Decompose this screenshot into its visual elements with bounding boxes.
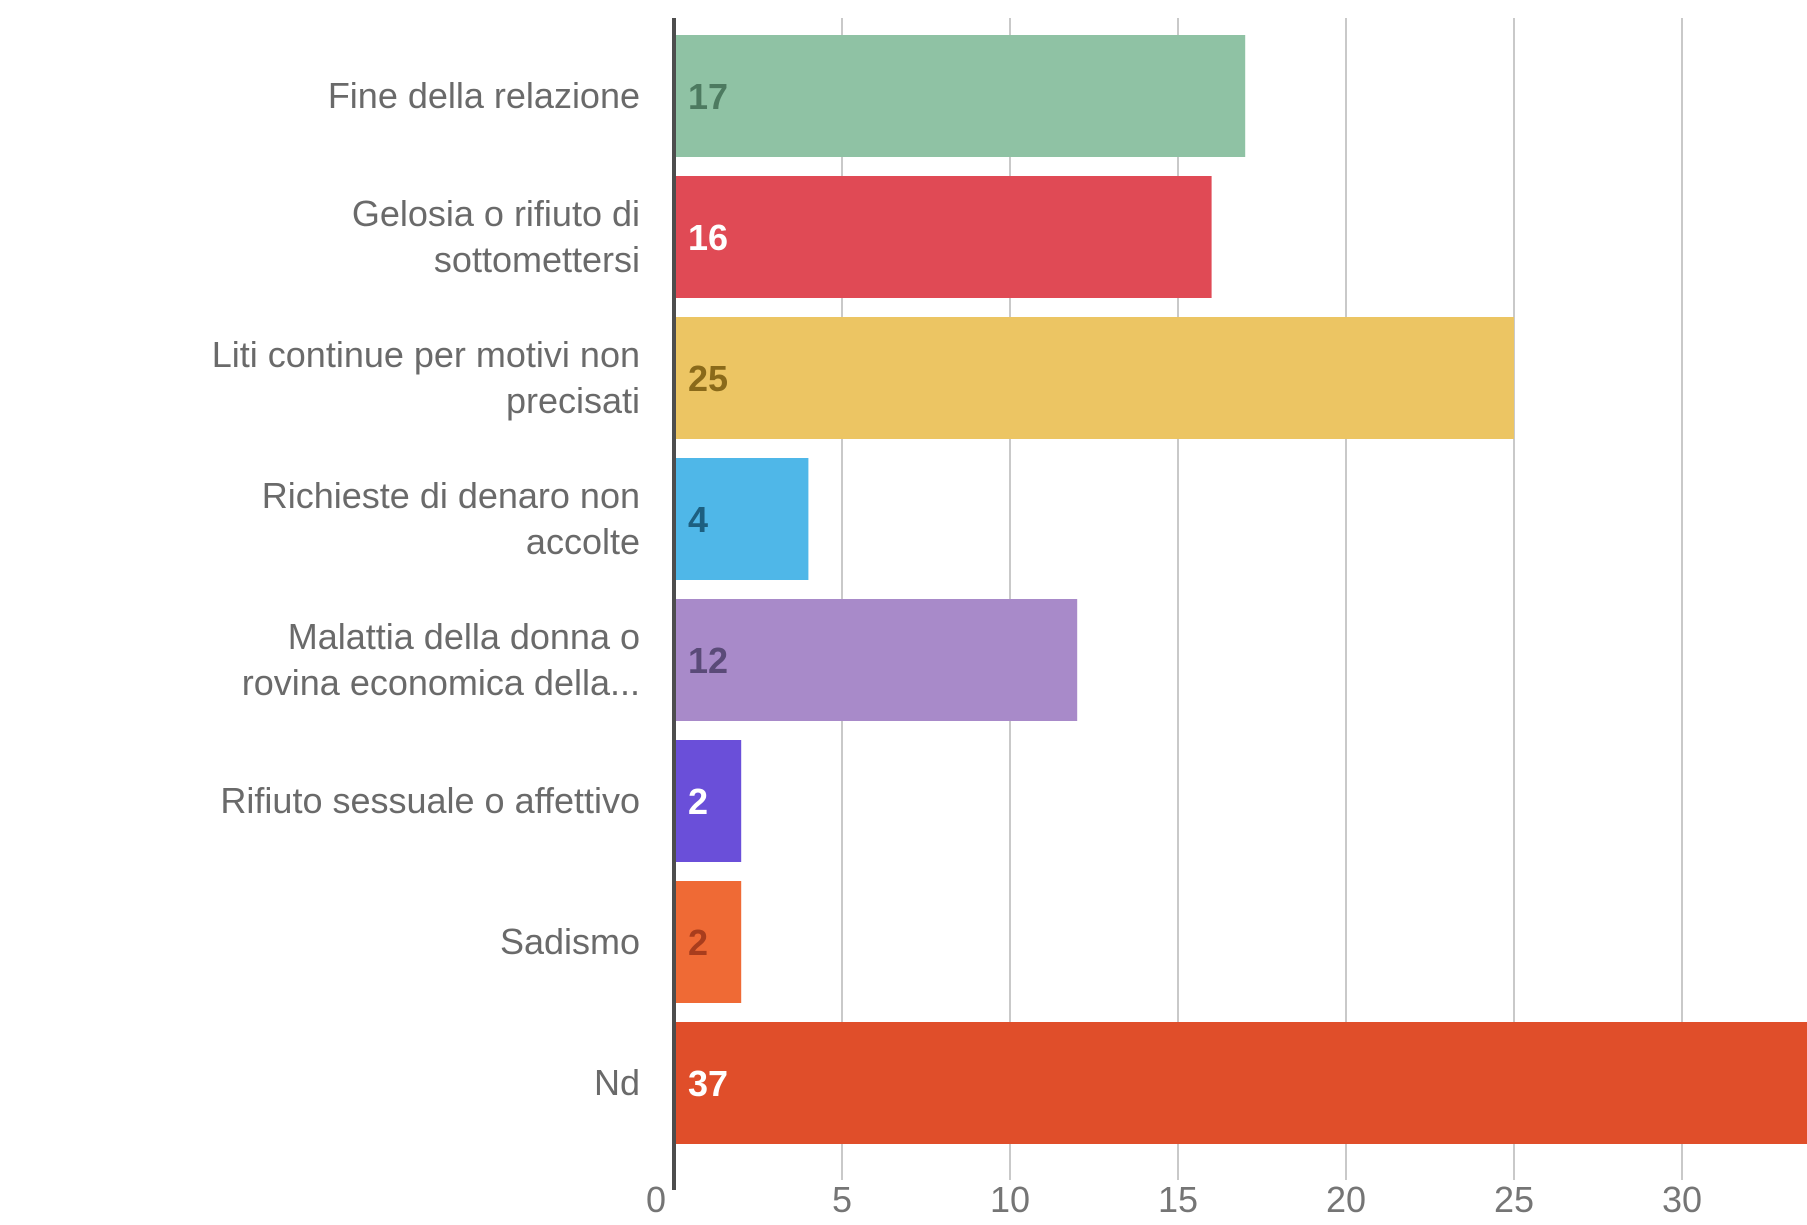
bar-value-label: 16 — [688, 217, 728, 258]
category-label-line: accolte — [526, 521, 640, 562]
bar-value-label: 2 — [688, 781, 708, 822]
category-label-line: Richieste di denaro non — [262, 475, 640, 516]
bar — [674, 176, 1212, 298]
bar — [674, 740, 742, 862]
x-tick-label: 25 — [1494, 1179, 1534, 1220]
x-tick-label: 20 — [1326, 1179, 1366, 1220]
bar — [674, 1022, 1807, 1144]
category-label-line: Malattia della donna o — [288, 616, 640, 657]
bar-value-label: 17 — [688, 76, 728, 117]
data-labels: 17 16 25 4 12 2 2 37 — [688, 76, 728, 1104]
category-label: Rifiuto sessuale o affettivo — [220, 780, 640, 821]
category-label-line: precisati — [506, 380, 640, 421]
category-label-line: Nd — [594, 1062, 640, 1103]
category-label: Liti continue per motivi non precisati — [212, 334, 640, 421]
category-label-line: Sadismo — [500, 921, 640, 962]
x-tick-label: 10 — [990, 1179, 1030, 1220]
bar — [674, 458, 809, 580]
category-label: Nd — [594, 1062, 640, 1103]
bar-value-label: 37 — [688, 1063, 728, 1104]
x-tick-label: 30 — [1662, 1179, 1702, 1220]
bar — [674, 35, 1246, 157]
category-label: Gelosia o rifiuto di sottomettersi — [352, 193, 640, 280]
category-label-line: Fine della relazione — [328, 75, 640, 116]
bar — [674, 881, 742, 1003]
x-tick-label: 5 — [832, 1179, 852, 1220]
category-label: Sadismo — [500, 921, 640, 962]
category-label: Malattia della donna o rovina economica d… — [242, 616, 640, 703]
x-tick-label: 15 — [1158, 1179, 1198, 1220]
category-label-line: rovina economica della... — [242, 662, 640, 703]
bar-value-label: 2 — [688, 922, 708, 963]
bar-value-label: 12 — [688, 640, 728, 681]
x-tick-labels: 0510152025303 — [646, 1179, 1702, 1220]
category-label-line: Gelosia o rifiuto di — [352, 193, 640, 234]
category-label-line: sottomettersi — [434, 239, 640, 280]
bar — [674, 317, 1514, 439]
category-label: Richieste di denaro non accolte — [262, 475, 640, 562]
bar-value-label: 4 — [688, 499, 708, 540]
bar-value-label: 25 — [688, 358, 728, 399]
bar — [674, 599, 1078, 721]
category-label-line: Liti continue per motivi non — [212, 334, 640, 375]
x-tick-label: 0 — [646, 1179, 666, 1220]
category-labels: Fine della relazione Gelosia o rifiuto di… — [212, 75, 640, 1103]
category-label-line: Rifiuto sessuale o affettivo — [220, 780, 640, 821]
category-label: Fine della relazione — [328, 75, 640, 116]
bars — [674, 35, 1807, 1144]
